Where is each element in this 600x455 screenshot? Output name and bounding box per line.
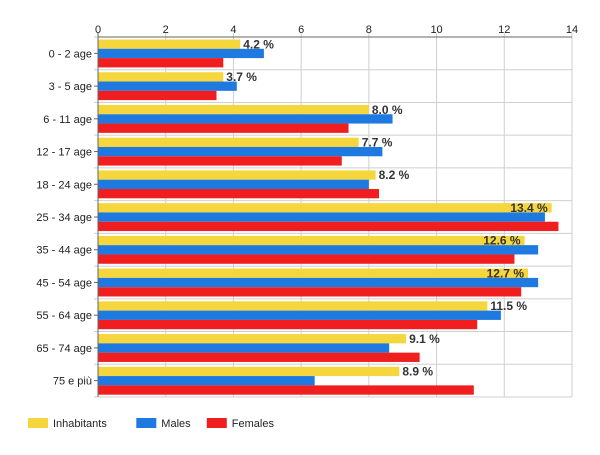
bar-males [98,376,315,386]
x-tick-label: 8 [366,24,372,36]
bar-males [98,310,501,320]
bar-females [98,58,224,68]
bar-males [98,245,539,255]
bar-females [98,254,515,264]
bar-inhabitants [98,268,528,278]
bar-inhabitants [98,170,376,180]
gridlines [94,33,573,398]
legend-label-inhabitants: Inhabitants [53,418,107,430]
x-tick-label: 12 [498,24,510,36]
bar-females [98,156,342,166]
category-label: 6 - 11 age [43,114,92,126]
bar-males [98,114,393,124]
data-label: 8.0 % [372,103,403,117]
category-label: 3 - 5 age [49,81,92,93]
category-label: 12 - 17 age [36,147,92,159]
category-label: 25 - 34 age [36,212,92,224]
data-label: 12.6 % [483,234,521,248]
bar-females [98,90,217,101]
bar-females [98,319,478,330]
data-labels: 4.2 % 3.7 % 8.0 % 7.7 % 8.2 % 13.4 % 12.6 % 12.… [226,37,548,378]
x-tick-label: 4 [230,24,236,36]
category-label: 35 - 44 age [36,245,92,257]
category-label: 55 - 64 age [36,310,92,322]
bar-males [98,48,264,59]
legend: Inhabitants Males Females [28,418,274,430]
data-label: 8.9 % [402,365,433,379]
bar-inhabitants [98,301,488,311]
bar-inhabitants [98,366,400,377]
bar-inhabitants [98,334,407,344]
x-tick-label: 6 [298,24,304,36]
bar-inhabitants [98,235,525,246]
axes: 0 2 4 6 8 10 12 14 0 - 2 age 3 - 5 age 6 - 11 age 1… [36,24,578,397]
bar-females [98,287,522,297]
bar-females [98,189,380,199]
bar-males [98,81,237,91]
legend-label-females: Females [232,418,275,430]
bar-females [98,352,420,362]
data-label: 8.2 % [379,168,410,182]
category-label: 65 - 74 age [36,343,92,355]
x-tick-label: 14 [566,24,578,36]
category-label: 0 - 2 age [49,48,92,60]
data-label: 11.5 % [490,299,527,313]
bar-males [98,179,369,190]
bar-males [98,146,383,157]
bar-females [98,385,474,395]
data-label: 4.2 % [243,37,274,51]
data-label: 12.7 % [487,266,525,280]
bar-males [98,212,545,222]
bar-inhabitants [98,203,552,213]
category-label: 18 - 24 age [36,179,92,191]
bar-females [98,123,349,133]
bar-males [98,343,390,353]
bar-females [98,221,559,232]
category-label: 75 e più [53,376,92,388]
bar-males [98,277,539,288]
legend-swatch-inhabitants [28,418,48,428]
category-label: 45 - 54 age [36,277,92,289]
bar-inhabitants [98,104,369,115]
bar-inhabitants [98,72,224,82]
legend-label-males: Males [161,418,191,430]
legend-swatch-females [206,418,227,428]
x-tick-label: 2 [163,24,169,36]
data-label: 9.1 % [409,332,440,346]
bar-inhabitants [98,137,359,147]
x-tick-label: 0 [95,24,101,36]
data-label: 13.4 % [510,201,548,215]
data-label: 3.7 % [226,70,257,84]
x-tick-label: 10 [430,24,442,36]
legend-swatch-males [136,418,157,428]
bar-inhabitants [98,39,241,49]
bars [98,39,559,395]
data-label: 7.7 % [362,135,393,149]
